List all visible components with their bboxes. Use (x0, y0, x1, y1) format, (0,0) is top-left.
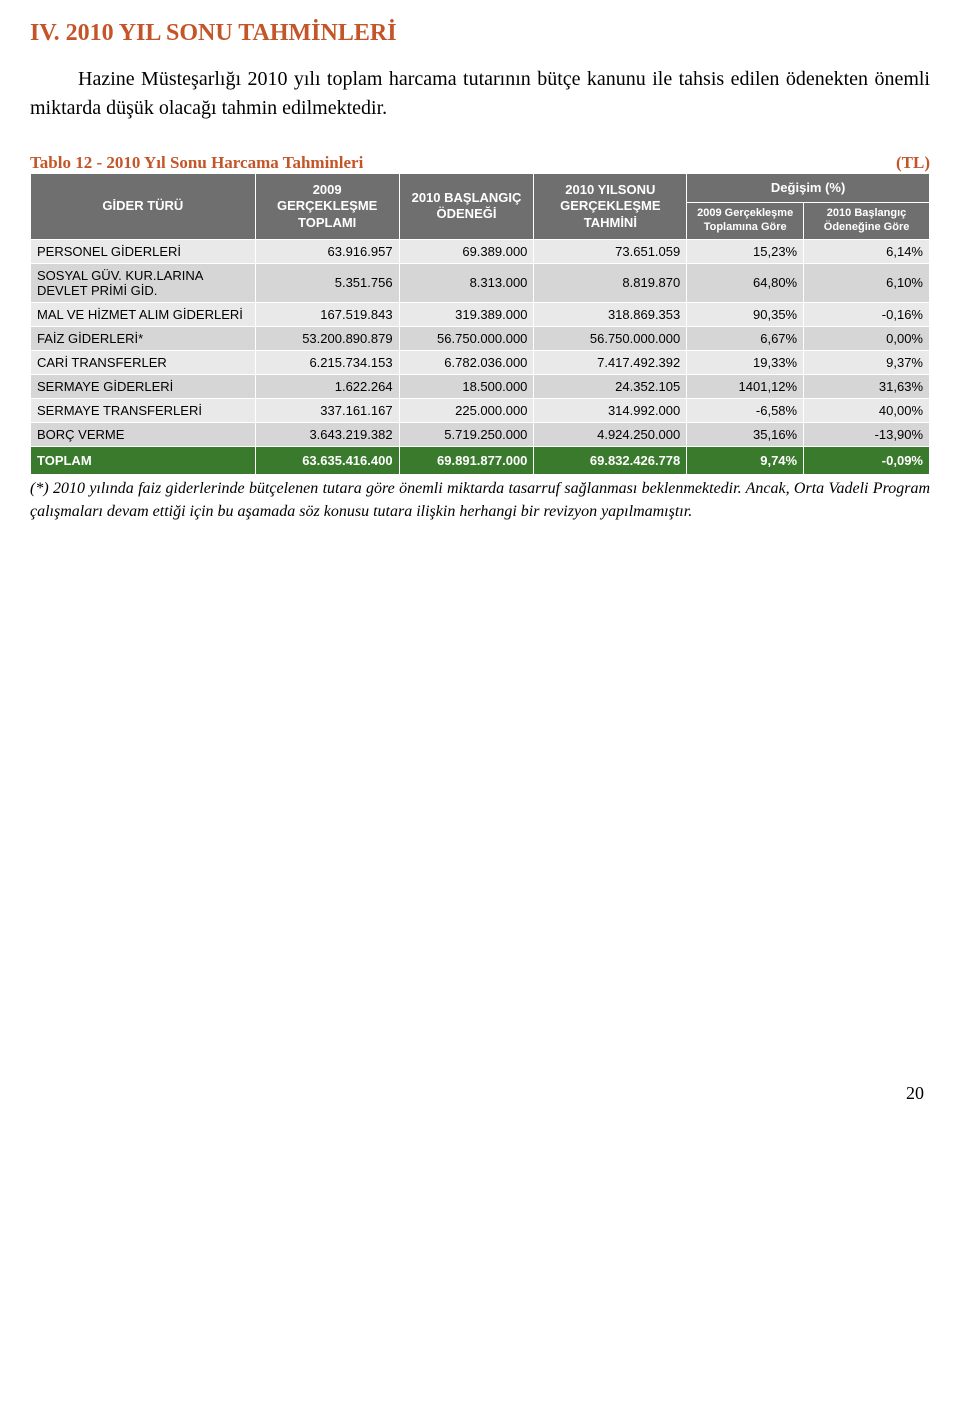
cell: -13,90% (804, 422, 930, 446)
cell: 337.161.167 (255, 398, 399, 422)
cell: 56.750.000.000 (399, 326, 534, 350)
cell: 69.389.000 (399, 239, 534, 263)
table-row: BORÇ VERME 3.643.219.382 5.719.250.000 4… (31, 422, 930, 446)
cell: 319.389.000 (399, 302, 534, 326)
row-label: MAL VE HİZMET ALIM GİDERLERİ (31, 302, 256, 326)
cell: 6.782.036.000 (399, 350, 534, 374)
intro-paragraph: Hazine Müsteşarlığı 2010 yılı toplam har… (30, 65, 930, 123)
cell: 53.200.890.879 (255, 326, 399, 350)
cell: 64,80% (687, 263, 804, 302)
cell: 18.500.000 (399, 374, 534, 398)
cell: 167.519.843 (255, 302, 399, 326)
table-caption: Tablo 12 - 2010 Yıl Sonu Harcama Tahminl… (30, 153, 363, 173)
footnote: (*) 2010 yılında faiz giderlerinde bütçe… (30, 477, 930, 523)
table-row: SERMAYE GİDERLERİ 1.622.264 18.500.000 2… (31, 374, 930, 398)
cell: 9,37% (804, 350, 930, 374)
table-row: SERMAYE TRANSFERLERİ 337.161.167 225.000… (31, 398, 930, 422)
cell: 6.215.734.153 (255, 350, 399, 374)
cell: 5.351.756 (255, 263, 399, 302)
cell: 4.924.250.000 (534, 422, 687, 446)
total-cell: -0,09% (804, 446, 930, 474)
table-row: CARİ TRANSFERLER 6.215.734.153 6.782.036… (31, 350, 930, 374)
cell: 8.819.870 (534, 263, 687, 302)
cell: -6,58% (687, 398, 804, 422)
row-label: SERMAYE TRANSFERLERİ (31, 398, 256, 422)
expense-table: GİDER TÜRÜ 2009 GERÇEKLEŞME TOPLAMI 2010… (30, 173, 930, 475)
cell: 31,63% (804, 374, 930, 398)
cell: 19,33% (687, 350, 804, 374)
table-row: MAL VE HİZMET ALIM GİDERLERİ 167.519.843… (31, 302, 930, 326)
cell: 90,35% (687, 302, 804, 326)
cell: 15,23% (687, 239, 804, 263)
table-row: SOSYAL GÜV. KUR.LARINA DEVLET PRİMİ GİD.… (31, 263, 930, 302)
row-label: BORÇ VERME (31, 422, 256, 446)
cell: 73.651.059 (534, 239, 687, 263)
cell: 3.643.219.382 (255, 422, 399, 446)
row-label: PERSONEL GİDERLERİ (31, 239, 256, 263)
section-heading: IV. 2010 YIL SONU TAHMİNLERİ (30, 20, 930, 47)
cell: 1401,12% (687, 374, 804, 398)
th-sub1: 2009 Gerçekleşme Toplamına Göre (687, 203, 804, 240)
cell: -0,16% (804, 302, 930, 326)
total-cell: 9,74% (687, 446, 804, 474)
total-label: TOPLAM (31, 446, 256, 474)
cell: 5.719.250.000 (399, 422, 534, 446)
cell: 6,10% (804, 263, 930, 302)
cell: 6,67% (687, 326, 804, 350)
cell: 24.352.105 (534, 374, 687, 398)
cell: 318.869.353 (534, 302, 687, 326)
table-footer: TOPLAM 63.635.416.400 69.891.877.000 69.… (31, 446, 930, 474)
th-2009: 2009 GERÇEKLEŞME TOPLAMI (255, 174, 399, 240)
row-label: FAİZ GİDERLERİ* (31, 326, 256, 350)
page-number: 20 (30, 1083, 930, 1104)
cell: 7.417.492.392 (534, 350, 687, 374)
cell: 35,16% (687, 422, 804, 446)
th-2010est: 2010 YILSONU GERÇEKLEŞME TAHMİNİ (534, 174, 687, 240)
cell: 225.000.000 (399, 398, 534, 422)
row-label: SERMAYE GİDERLERİ (31, 374, 256, 398)
row-label: CARİ TRANSFERLER (31, 350, 256, 374)
cell: 0,00% (804, 326, 930, 350)
cell: 8.313.000 (399, 263, 534, 302)
cell: 63.916.957 (255, 239, 399, 263)
table-unit: (TL) (896, 153, 930, 173)
total-cell: 69.891.877.000 (399, 446, 534, 474)
th-sub2: 2010 Başlangıç Ödeneğine Göre (804, 203, 930, 240)
table-header: GİDER TÜRÜ 2009 GERÇEKLEŞME TOPLAMI 2010… (31, 174, 930, 240)
row-label: SOSYAL GÜV. KUR.LARINA DEVLET PRİMİ GİD. (31, 263, 256, 302)
cell: 6,14% (804, 239, 930, 263)
cell: 1.622.264 (255, 374, 399, 398)
cell: 56.750.000.000 (534, 326, 687, 350)
th-label: GİDER TÜRÜ (31, 174, 256, 240)
table-row: PERSONEL GİDERLERİ 63.916.957 69.389.000… (31, 239, 930, 263)
total-cell: 69.832.426.778 (534, 446, 687, 474)
th-degisim: Değişim (%) (687, 174, 930, 203)
table-body: PERSONEL GİDERLERİ 63.916.957 69.389.000… (31, 239, 930, 446)
table-row: FAİZ GİDERLERİ* 53.200.890.879 56.750.00… (31, 326, 930, 350)
cell: 314.992.000 (534, 398, 687, 422)
th-2010start: 2010 BAŞLANGIÇ ÖDENEĞİ (399, 174, 534, 240)
total-cell: 63.635.416.400 (255, 446, 399, 474)
cell: 40,00% (804, 398, 930, 422)
table-caption-row: Tablo 12 - 2010 Yıl Sonu Harcama Tahminl… (30, 153, 930, 173)
